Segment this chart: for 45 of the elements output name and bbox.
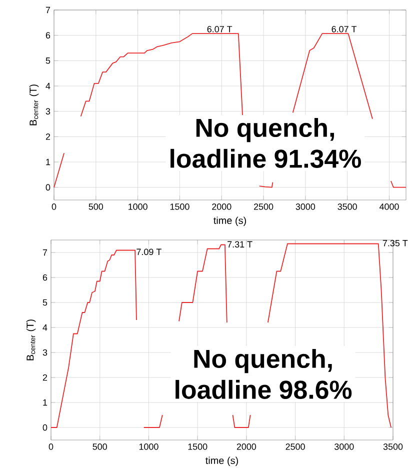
annotation: 7.31 T (228, 241, 252, 248)
y-axis-title: B$_{center}$ (T) (26, 320, 36, 360)
y-tick-label: 5 (42, 299, 48, 306)
y-tick-label: 0 (42, 424, 48, 431)
x-tick-label: 500 (92, 444, 107, 450)
x-tick-label: 3000 (334, 444, 354, 450)
x-tick-label: 1000 (139, 444, 158, 450)
x-axis-title: time (s) (214, 216, 246, 226)
x-tick-label: 1500 (188, 444, 208, 450)
y-tick-label: 5 (46, 58, 50, 64)
x-tick-label: 0 (52, 204, 56, 210)
annotation: loadline 91.34% (170, 148, 361, 168)
x-tick-label: 500 (88, 204, 104, 210)
y-tick-label: 7 (46, 6, 50, 14)
annotation: 6.07 T (332, 26, 357, 32)
x-tick-label: 2500 (254, 204, 274, 210)
x-tick-label: 1000 (128, 204, 148, 210)
y-tick-label: 0 (46, 184, 50, 191)
y-tick-label: 3 (42, 349, 48, 356)
y-tick-label: 6 (42, 274, 48, 281)
y-tick-label: 7 (42, 249, 48, 256)
x-tick-label: 3000 (296, 204, 316, 210)
y-tick-label: 1 (46, 158, 50, 166)
annotation: loadline 98.6% (176, 380, 352, 399)
annotation: 6.07 T (207, 26, 232, 32)
y-axis-title: B$_{center}$ (T) (29, 84, 39, 126)
y-tick-label: 6 (46, 32, 50, 39)
x-tick-label: 1500 (170, 204, 190, 210)
x-tick-label: 2500 (286, 444, 305, 450)
x-axis-title: time (s) (206, 456, 238, 466)
y-tick-label: 3 (46, 108, 50, 115)
x-tick-label: 4000 (379, 204, 399, 210)
annotation: No quench, (196, 118, 334, 142)
x-tick-label: 2000 (212, 204, 232, 210)
y-tick-label: 2 (42, 374, 48, 381)
x-tick-label: 3500 (338, 204, 357, 210)
x-tick-label: 3500 (383, 444, 403, 450)
annotation: 7.35 T (382, 240, 408, 246)
annotation: 7.09 T (136, 248, 162, 256)
y-tick-label: 1 (43, 399, 48, 406)
y-tick-label: 4 (42, 324, 48, 331)
x-tick-label: 2000 (236, 444, 256, 450)
y-tick-label: 2 (46, 134, 50, 140)
annotation: No quench, (194, 349, 332, 374)
y-tick-label: 4 (46, 82, 50, 90)
